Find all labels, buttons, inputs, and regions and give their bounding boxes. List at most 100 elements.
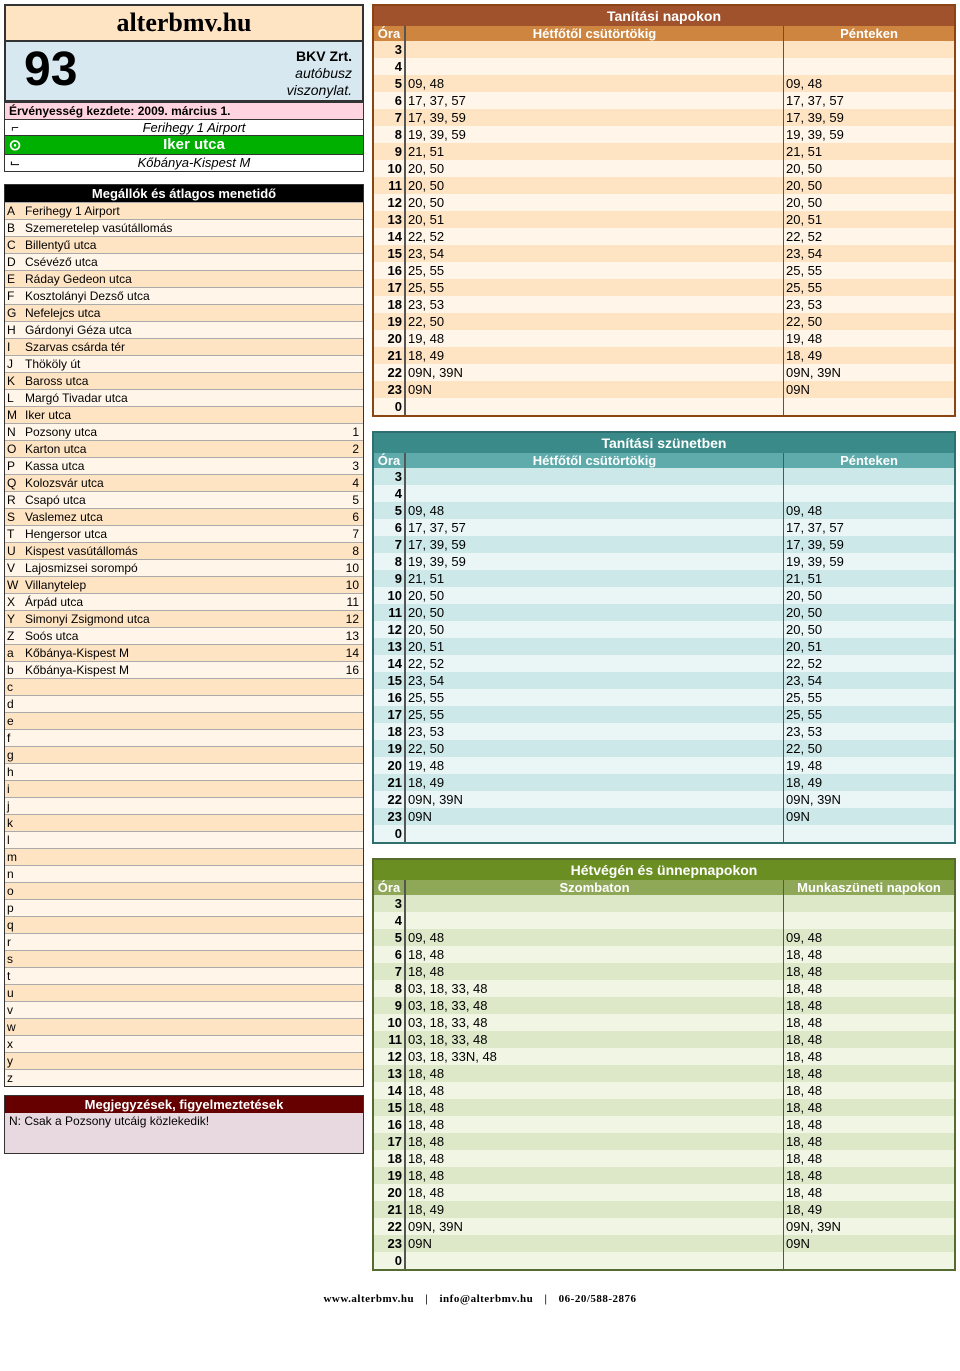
timetable-row: 2309N09N: [374, 808, 954, 825]
timetable-times-c1: 19, 48: [406, 757, 784, 774]
timetable-times-c1: [406, 825, 784, 842]
timetable-head-c2: Pénteken: [784, 453, 954, 468]
stop-row: YSimonyi Zsigmond utca12: [5, 610, 363, 627]
timetable-row: 819, 39, 5919, 39, 59: [374, 126, 954, 143]
stop-row: WVillanytelep10: [5, 576, 363, 593]
timetable-hour: 14: [374, 655, 406, 672]
stop-name: Pozsony utca: [23, 424, 331, 440]
timetable-times-c1: [406, 485, 784, 502]
route-number: 93: [6, 42, 95, 100]
timetable-row: 1523, 5423, 54: [374, 672, 954, 689]
timetable-times-c2: 19, 39, 59: [784, 553, 954, 570]
timetable-times-c2: 18, 48: [784, 1133, 954, 1150]
timetable-row: 1922, 5022, 50: [374, 313, 954, 330]
stop-letter: S: [5, 509, 23, 525]
timetable-times-c2: 09, 48: [784, 75, 954, 92]
timetable-times-c1: 22, 50: [406, 740, 784, 757]
timetable-row: 2019, 4819, 48: [374, 757, 954, 774]
timetable-hour: 0: [374, 398, 406, 415]
timetable-row: 509, 4809, 48: [374, 929, 954, 946]
timetable-times-c2: [784, 398, 954, 415]
endpoint-current: ⊙ Iker utca: [4, 136, 364, 155]
stop-row: h: [5, 763, 363, 780]
timetable-times-c1: 09N: [406, 1235, 784, 1252]
timetable-times-c1: 18, 48: [406, 1150, 784, 1167]
timetable-hour: 22: [374, 791, 406, 808]
timetable-head-ora: Óra: [374, 26, 406, 41]
stop-minutes: [331, 305, 363, 321]
stop-name: [23, 934, 331, 950]
timetable-hour: 15: [374, 672, 406, 689]
stop-row: XÁrpád utca11: [5, 593, 363, 610]
timetable-row: 903, 18, 33, 4818, 48: [374, 997, 954, 1014]
timetable-hour: 10: [374, 1014, 406, 1031]
stop-letter: J: [5, 356, 23, 372]
timetable-times-c2: 21, 51: [784, 143, 954, 160]
timetable-times-c2: 25, 55: [784, 279, 954, 296]
stop-row: PKassa utca3: [5, 457, 363, 474]
stop-name: [23, 696, 331, 712]
stop-name: [23, 679, 331, 695]
timetable-times-c2: 20, 50: [784, 604, 954, 621]
stop-minutes: [331, 985, 363, 1001]
stop-row: VLajosmizsei sorompó10: [5, 559, 363, 576]
stop-letter: m: [5, 849, 23, 865]
operator: BKV Zrt.: [95, 48, 352, 65]
stop-row: o: [5, 882, 363, 899]
timetable-hour: 21: [374, 347, 406, 364]
timetable-row: 1523, 5423, 54: [374, 245, 954, 262]
stop-letter: P: [5, 458, 23, 474]
timetable-times-c1: [406, 912, 784, 929]
stop-row: ERáday Gedeon utca: [5, 270, 363, 287]
stop-minutes: [331, 968, 363, 984]
timetable-times-c2: 18, 48: [784, 1031, 954, 1048]
timetable-row: 2118, 4918, 49: [374, 347, 954, 364]
timetable-hour: 6: [374, 519, 406, 536]
stop-row: n: [5, 865, 363, 882]
timetable-hour: 0: [374, 825, 406, 842]
timetable-hour: 20: [374, 757, 406, 774]
timetable-hour: 9: [374, 570, 406, 587]
stop-row: k: [5, 814, 363, 831]
stop-letter: c: [5, 679, 23, 695]
timetable-times-c2: 19, 48: [784, 330, 954, 347]
stop-name: Kolozsvár utca: [23, 475, 331, 491]
stop-name: Hengersor utca: [23, 526, 331, 542]
stop-name: Árpád utca: [23, 594, 331, 610]
footer-phone: 06-20/588-2876: [559, 1293, 637, 1305]
timetable-row: 921, 5121, 51: [374, 570, 954, 587]
timetable-times-c2: 09N, 39N: [784, 791, 954, 808]
timetable-times-c1: 18, 48: [406, 1184, 784, 1201]
timetable-times-c2: 09N: [784, 381, 954, 398]
timetable-hour: 8: [374, 553, 406, 570]
timetable-row: 617, 37, 5717, 37, 57: [374, 92, 954, 109]
timetable-head-c2: Munkaszüneti napokon: [784, 880, 954, 895]
stop-letter: x: [5, 1036, 23, 1052]
timetable-row: 1003, 18, 33, 4818, 48: [374, 1014, 954, 1031]
timetable-row: 921, 5121, 51: [374, 143, 954, 160]
timetable-row: 1618, 4818, 48: [374, 1116, 954, 1133]
stop-letter: T: [5, 526, 23, 542]
stop-letter: H: [5, 322, 23, 338]
stop-name: Thököly út: [23, 356, 331, 372]
timetable-title: Tanítási szünetben: [374, 433, 954, 453]
stop-row: bKőbánya-Kispest M16: [5, 661, 363, 678]
stop-letter: r: [5, 934, 23, 950]
stop-minutes: [331, 1053, 363, 1069]
timetable-row: 3: [374, 895, 954, 912]
stop-name: Ráday Gedeon utca: [23, 271, 331, 287]
timetable-times-c1: 19, 39, 59: [406, 553, 784, 570]
notes-title: Megjegyzések, figyelmeztetések: [5, 1096, 363, 1113]
stop-letter: C: [5, 237, 23, 253]
endpoint-start-icon: ⌐: [5, 120, 25, 135]
footer-sep-2: |: [536, 1293, 555, 1305]
timetable-times-c2: 17, 39, 59: [784, 109, 954, 126]
stop-name: Billentyű utca: [23, 237, 331, 253]
timetable-hour: 17: [374, 1133, 406, 1150]
timetable-head-ora: Óra: [374, 453, 406, 468]
stop-letter: B: [5, 220, 23, 236]
timetable-row: 4: [374, 58, 954, 75]
stop-minutes: 10: [331, 560, 363, 576]
timetable-row: 4: [374, 912, 954, 929]
stop-minutes: [331, 1019, 363, 1035]
